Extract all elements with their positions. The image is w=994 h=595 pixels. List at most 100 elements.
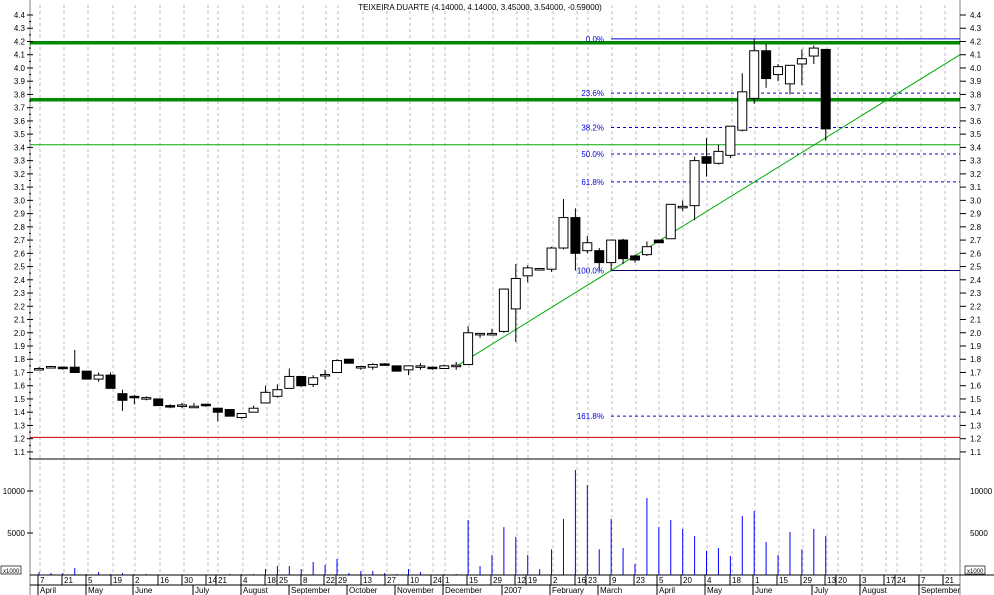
y-tick-label: 1.3	[14, 421, 26, 430]
y-tick-label: 1.6	[14, 382, 26, 391]
x-month-label: July	[814, 586, 828, 595]
y-tick-label-right: 4.0	[970, 64, 982, 73]
x-day-label: 5	[88, 576, 93, 585]
candle-up	[248, 407, 259, 413]
x-day-label: 2	[553, 576, 558, 585]
y-tick-label: 4.1	[14, 51, 26, 60]
y-tick-label: 2.6	[14, 249, 26, 258]
y-tick-label: 4.3	[14, 24, 26, 33]
y-tick-label: 3.2	[14, 170, 26, 179]
y-tick-label-right: 3.5	[970, 130, 982, 139]
x-day-label: 16	[160, 576, 169, 585]
x-day-label: 17	[886, 576, 895, 585]
x-month-label: May	[707, 586, 722, 595]
y-tick-label-right: 3.0	[970, 196, 982, 205]
x-month-label: March	[600, 586, 622, 595]
y-tick-label-right: 1.9	[970, 342, 982, 351]
candle-up	[451, 364, 462, 368]
x-day-label: 16	[577, 576, 586, 585]
y-tick-label-right: 2.3	[970, 289, 982, 298]
y-tick-label-right: 2.5	[970, 263, 982, 272]
candle-up	[749, 50, 760, 99]
y-tick-label-right: 3.6	[970, 117, 982, 126]
candle-up	[355, 366, 366, 369]
candle-up	[486, 332, 497, 336]
candle-down	[761, 50, 772, 80]
y-tick-label-right: 3.9	[970, 77, 982, 86]
x-day-label: 19	[113, 576, 122, 585]
y-tick-label: 2.5	[14, 263, 26, 272]
volume-unit-label: x1000	[3, 569, 20, 575]
candle-up	[403, 365, 414, 371]
y-tick-label: 2.1	[14, 316, 26, 325]
x-day-label: 20	[683, 576, 692, 585]
y-tick-label: 3.1	[14, 183, 26, 192]
x-day-label: 27	[387, 576, 396, 585]
x-day-label: 23	[636, 576, 645, 585]
fib-level-label: 38.2%	[581, 124, 604, 133]
volume-unit-label-right: x1000	[967, 569, 984, 575]
candle-up	[558, 217, 569, 249]
candle-down	[200, 403, 211, 407]
x-month-label: April	[40, 586, 56, 595]
x-day-label: 29	[493, 576, 502, 585]
candle-up	[367, 364, 378, 368]
y-tick-label: 4.2	[14, 37, 26, 46]
horizontal-levels	[30, 41, 960, 438]
candle-up	[93, 374, 104, 380]
fib-level-label: 100.0%	[577, 267, 604, 276]
x-month-label: May	[88, 586, 103, 595]
y-tick-label: 4.0	[14, 64, 26, 73]
y-tick-label-right: 3.3	[970, 157, 982, 166]
candle-down	[343, 358, 354, 364]
fib-level-label: 0.0%	[586, 35, 604, 44]
x-day-label: 13	[827, 576, 836, 585]
y-tick-label-right: 3.4	[970, 143, 982, 152]
x-day-label: 1	[445, 576, 450, 585]
y-tick-label: 2.9	[14, 210, 26, 219]
x-month-label: August	[862, 586, 888, 595]
candle-up	[272, 389, 283, 397]
candle-up	[677, 205, 688, 209]
y-tick-label-right: 1.3	[970, 421, 982, 430]
volume-tick-label-right: 10000	[970, 487, 993, 496]
x-day-label: 12	[517, 576, 526, 585]
x-day-label: 15	[469, 576, 478, 585]
y-tick-label: 3.7	[14, 104, 26, 113]
y-tick-label: 1.7	[14, 368, 26, 377]
candle-up	[713, 150, 724, 164]
candle-up	[45, 366, 56, 369]
candle-up	[796, 58, 807, 65]
candle-up	[725, 125, 736, 156]
x-month-label: February	[552, 586, 584, 595]
candle-up	[415, 365, 426, 368]
y-tick-label: 2.7	[14, 236, 26, 245]
y-tick-label-right: 1.8	[970, 355, 982, 364]
x-day-label: 21	[64, 576, 73, 585]
y-tick-label-right: 4.2	[970, 37, 982, 46]
y-tick-label-right: 4.1	[970, 51, 982, 60]
y-tick-label-right: 2.9	[970, 210, 982, 219]
y-tick-label: 1.8	[14, 355, 26, 364]
x-day-label: 3	[862, 576, 867, 585]
candle-up	[606, 239, 617, 264]
candle-up	[439, 365, 450, 370]
x-month-label: September	[921, 586, 960, 595]
volume-tick-label: 10000	[3, 487, 26, 496]
y-tick-label: 1.4	[14, 408, 26, 417]
fibonacci-retracement: 0.0% 23.6% 38.2% 50.0% 61.8% 100.0% 161.8%	[577, 35, 960, 421]
candle-down	[570, 217, 581, 254]
trendline-segment	[456, 54, 961, 367]
x-day-label: 18	[267, 576, 276, 585]
y-tick-label-right: 2.7	[970, 236, 982, 245]
y-tick-label-right: 1.1	[970, 448, 982, 457]
chart-title: TEIXEIRA DUARTE (4.14000, 4.14000, 3.450…	[358, 3, 602, 12]
x-month-label: July	[195, 586, 209, 595]
y-tick-label-right: 3.8	[970, 90, 982, 99]
x-day-label: 30	[184, 576, 193, 585]
x-day-label: 10	[410, 576, 419, 585]
candle-down	[69, 366, 80, 373]
x-day-label: 15	[779, 576, 788, 585]
volume-tick-label: 5000	[7, 529, 25, 538]
